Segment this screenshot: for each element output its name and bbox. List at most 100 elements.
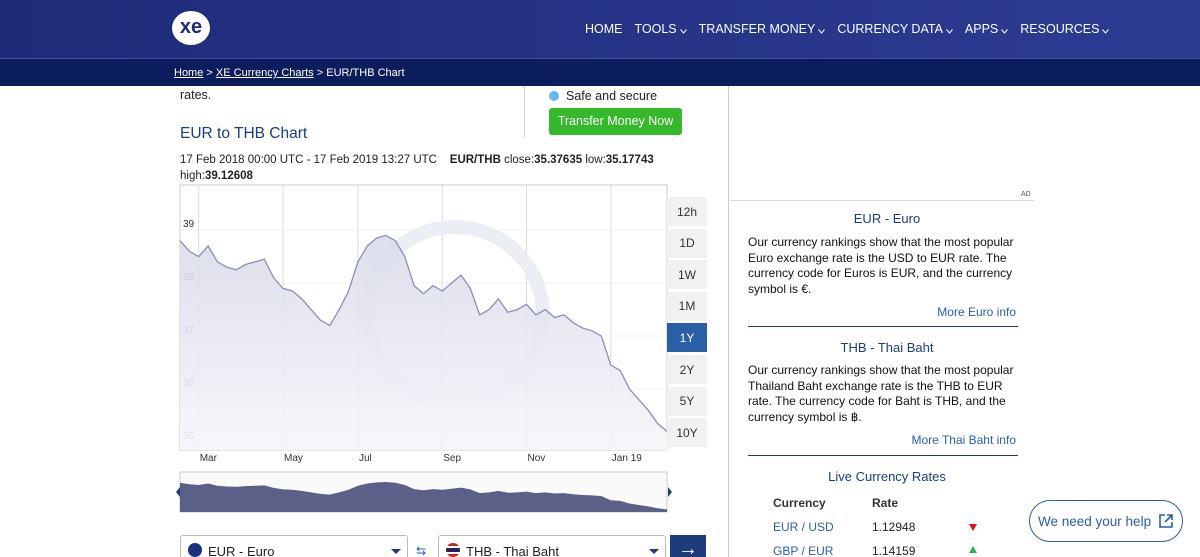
breadcrumb-current: EUR/THB Chart <box>326 67 405 79</box>
x-tick-label: Jul <box>359 453 372 464</box>
dropdown-arrow <box>649 549 659 557</box>
trend-arrow <box>969 546 977 553</box>
nav-label: HOME <box>585 22 623 36</box>
nav-item[interactable]: RESOURCES <box>1020 22 1110 36</box>
timeframe-button[interactable]: 10Y <box>667 418 707 448</box>
timeframe-button[interactable]: 1M <box>667 291 707 321</box>
chevron <box>1001 29 1009 34</box>
breadcrumb: Home > XE Currency Charts > EUR/THB Char… <box>174 67 405 79</box>
nav-item[interactable]: TRANSFER MONEY <box>699 22 826 36</box>
feature: Safe and secure <box>566 89 658 103</box>
chevron-path <box>946 29 953 34</box>
bullet <box>549 91 559 101</box>
info-body: Our currency rankings show that the most… <box>748 363 1014 425</box>
x-tick-label: Nov <box>528 453 546 464</box>
divider <box>748 455 1018 456</box>
timeframe-button[interactable]: 2Y <box>667 355 707 384</box>
trend-arrow <box>969 524 977 531</box>
breadcrumb-separator: > <box>206 67 213 79</box>
intro-text: rates. <box>180 88 212 102</box>
divider <box>730 200 1034 201</box>
rate-pair[interactable]: EUR / USD <box>773 520 834 534</box>
info-body: Our currency rankings show that the most… <box>748 235 1014 297</box>
divider <box>524 86 525 137</box>
nav-label: TRANSFER MONEY <box>698 22 816 36</box>
stat-value: 35.17743 <box>605 154 654 166</box>
breadcrumb-bar: Home > XE Currency Charts > EUR/THB Char… <box>0 58 1200 86</box>
column-divider <box>728 86 729 557</box>
date-range: 17 Feb 2018 00:00 UTC - 17 Feb 2019 13:2… <box>180 154 437 166</box>
breadcrumb-link[interactable]: XE Currency Charts <box>215 67 314 79</box>
help-text: We need your help <box>1038 514 1152 529</box>
timeframe-button[interactable]: 5Y <box>667 386 707 416</box>
nav-label: CURRENCY DATA <box>837 22 943 36</box>
rate-pair[interactable]: GBP / EUR <box>773 544 834 557</box>
timeframe-button[interactable]: 1D <box>667 228 707 258</box>
divider <box>748 326 1018 327</box>
nav-item[interactable]: CURRENCY DATA <box>837 22 953 36</box>
stat-label: low: <box>585 154 606 166</box>
transfer-button[interactable]: Transfer Money Now <box>549 108 682 135</box>
chevron <box>679 29 687 34</box>
info-link[interactable]: More Euro info <box>937 305 1016 319</box>
nav: HOME TOOLS TRANSFER MONEY CURRENCY DATA APPS… <box>585 22 1110 36</box>
stat-label: high: <box>180 170 205 182</box>
timeframe-button[interactable]: 1Y <box>667 323 707 353</box>
breadcrumb-link[interactable]: Home <box>174 67 204 79</box>
x-tick-label: Jan 19 <box>612 453 642 464</box>
external-icon <box>1159 514 1173 528</box>
navigator-area <box>180 482 667 512</box>
info-title: THB - Thai Baht <box>840 340 934 355</box>
from-select[interactable]: EUR - Euro <box>180 535 408 557</box>
chevron-path <box>818 29 826 34</box>
chevron <box>946 29 953 34</box>
info-title: EUR - Euro <box>853 211 921 226</box>
timeframe-button[interactable]: 12h <box>667 197 707 226</box>
chart-meta: high:39.12608 <box>180 170 253 182</box>
line <box>179 234 668 432</box>
stat-value: 35.37635 <box>534 154 583 166</box>
to-currency: THB - Thai Baht <box>466 544 559 557</box>
chart-meta: 17 Feb 2018 00:00 UTC - 17 Feb 2019 13:2… <box>180 154 654 166</box>
header: xe HOME TOOLS TRANSFER MONEY CURRENCY DATA A… <box>0 0 1200 58</box>
nav-handle[interactable] <box>176 487 180 497</box>
info-link[interactable]: More Thai Baht info <box>911 433 1016 447</box>
nav-handle[interactable] <box>668 487 672 497</box>
x-tick-label: Sep <box>443 453 461 464</box>
chevron-path <box>1001 29 1009 34</box>
to-select[interactable]: THB - Thai Baht <box>438 535 666 557</box>
chevron <box>1102 29 1110 34</box>
table-header: Rate <box>872 496 899 510</box>
swap-icon[interactable]: ⇆ <box>416 544 427 557</box>
chart-title: EUR to THB Chart <box>180 125 308 142</box>
chevron <box>818 29 826 34</box>
table-header: Currency <box>773 496 826 510</box>
nav-item[interactable]: TOOLS <box>635 22 687 36</box>
help-button[interactable]: We need your help <box>1029 500 1183 542</box>
from-currency: EUR - Euro <box>208 544 275 557</box>
nav-label: TOOLS <box>634 22 677 36</box>
rate-value: 1.12948 <box>872 520 916 534</box>
rates-title: Live Currency Rates <box>828 469 946 484</box>
nav-item[interactable]: HOME <box>585 22 623 36</box>
breadcrumb-separator: > <box>316 67 324 79</box>
logo[interactable]: xe <box>172 11 210 45</box>
dropdown-arrow <box>391 549 401 557</box>
stat-label: close: <box>504 154 535 166</box>
flag <box>188 543 202 557</box>
nav-label: APPS <box>964 22 999 36</box>
timeframe-button[interactable]: 1W <box>667 260 707 290</box>
pair: EUR/THB <box>449 154 501 166</box>
stat-value: 39.12608 <box>204 170 253 182</box>
y-tick-label: 39 <box>183 219 195 230</box>
chevron-path <box>679 29 687 34</box>
ad-label: AD <box>1021 191 1031 198</box>
x-tick-label: May <box>284 453 303 464</box>
convert-button[interactable]: → <box>670 535 706 557</box>
flag <box>446 543 460 557</box>
nav-item[interactable]: APPS <box>964 22 1009 36</box>
x-tick-label: Mar <box>200 453 218 464</box>
nav-label: RESOURCES <box>1020 22 1100 36</box>
